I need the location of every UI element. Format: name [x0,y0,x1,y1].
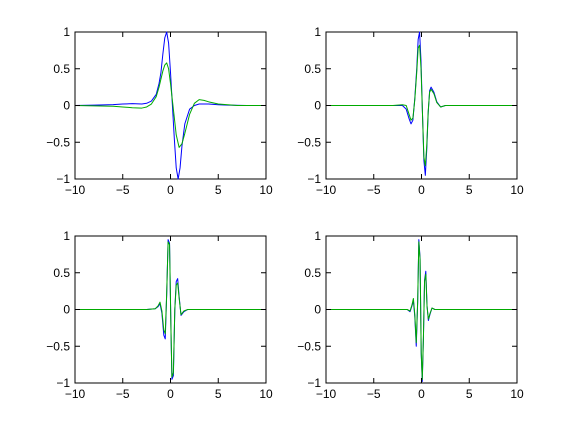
y-tick-label: 0.5 [304,266,321,280]
x-tick-label: −5 [116,387,130,401]
series-line-2 [326,44,517,167]
y-tick-label: 0 [63,303,70,317]
series-line-1 [74,31,266,180]
series-line-2 [74,62,266,148]
subplot-3: −10 −5 0 5 10 1 0.5 0 −0.5 −1 [46,229,273,401]
subplot-4: −10 −5 0 5 10 1 0.5 0 −0.5 −1 [297,229,524,401]
y-tick-label: 1 [63,229,70,243]
y-tick-label: 0 [314,99,321,113]
y-tick-label: 0.5 [53,266,70,280]
series-line-2 [75,241,266,378]
y-tick-label: −0.5 [297,339,321,353]
subplot-2: −10 −5 0 5 10 1 0.5 0 −0.5 −1 [297,25,524,197]
x-tick-label: 10 [510,183,524,197]
x-tick-label: 5 [466,183,473,197]
x-tick-label: 0 [167,387,174,401]
x-tick-label: 0 [167,183,174,197]
x-tick-label: −5 [367,183,381,197]
y-tick-label: −1 [307,172,321,186]
y-tick-label: 1 [63,25,70,39]
y-tick-label: 1 [314,229,321,243]
x-tick-label: −10 [316,183,337,197]
x-tick-label: 0 [418,387,425,401]
x-tick-label: −10 [65,183,86,197]
y-tick-label: −0.5 [46,339,70,353]
y-tick-label: 0.5 [53,62,70,76]
y-tick-label: 0 [63,99,70,113]
y-tick-label: −1 [307,376,321,390]
x-tick-label: 5 [215,387,222,401]
x-tick-label: 10 [510,387,524,401]
x-tick-label: 10 [259,183,273,197]
x-tick-label: 5 [215,183,222,197]
x-tick-label: 0 [418,183,425,197]
y-tick-label: −0.5 [46,135,70,149]
x-tick-label: −10 [316,387,337,401]
subplot-1: −10 −5 0 5 10 1 0.5 0 −0.5 −1 [46,25,273,197]
x-tick-label: −5 [367,387,381,401]
x-tick-label: 10 [259,387,273,401]
x-tick-label: −10 [65,387,86,401]
y-tick-label: −1 [56,376,70,390]
y-tick-label: 0.5 [304,62,321,76]
y-tick-label: 1 [314,25,321,39]
series-line-2 [326,241,517,380]
y-tick-label: −0.5 [297,135,321,149]
x-tick-label: −5 [116,183,130,197]
y-tick-label: −1 [56,172,70,186]
y-tick-label: 0 [314,303,321,317]
x-tick-label: 5 [466,387,473,401]
